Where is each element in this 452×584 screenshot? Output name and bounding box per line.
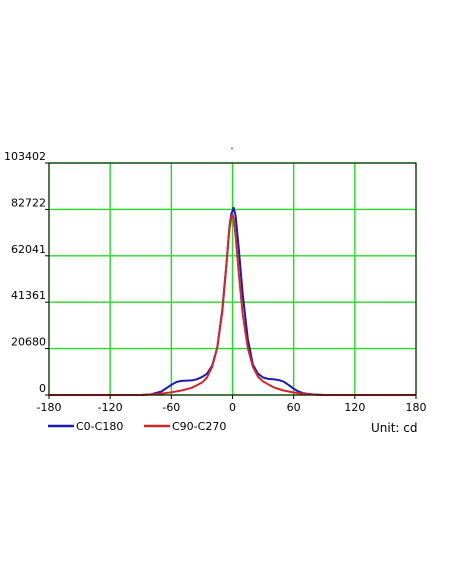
x-tick-label-4: 60 [287, 401, 301, 414]
top-mark: . [230, 139, 234, 152]
series-line-c90-c270 [49, 213, 416, 396]
series-layer [49, 206, 416, 396]
x-tick-label-5: 120 [344, 401, 365, 414]
y-tick-label-5: 103402 [4, 150, 46, 163]
legend: C0-C180 C90-C270 [48, 420, 226, 433]
y-tick-label-3: 62041 [11, 243, 46, 256]
legend-label-0: C0-C180 [76, 420, 123, 433]
legend-label-1: C90-C270 [172, 420, 226, 433]
unit-label: Unit: cd [371, 421, 418, 435]
y-axis-ticks: 0 20680 41361 62041 82722 103402 [4, 150, 49, 396]
x-tick-label-3: 0 [229, 401, 236, 414]
x-axis-ticks: -180 -120 -60 0 60 120 180 [37, 395, 427, 414]
grid [48, 162, 417, 396]
x-tick-label-0: -180 [37, 401, 62, 414]
series-line-c0-c180 [49, 206, 416, 396]
x-tick-label-1: -120 [98, 401, 123, 414]
y-tick-label-4: 82722 [11, 196, 46, 209]
y-tick-label-0: 0 [39, 382, 46, 395]
y-tick-label-2: 41361 [11, 289, 46, 302]
x-tick-label-6: 180 [406, 401, 427, 414]
x-tick-label-2: -60 [162, 401, 180, 414]
y-tick-label-1: 20680 [11, 336, 46, 349]
